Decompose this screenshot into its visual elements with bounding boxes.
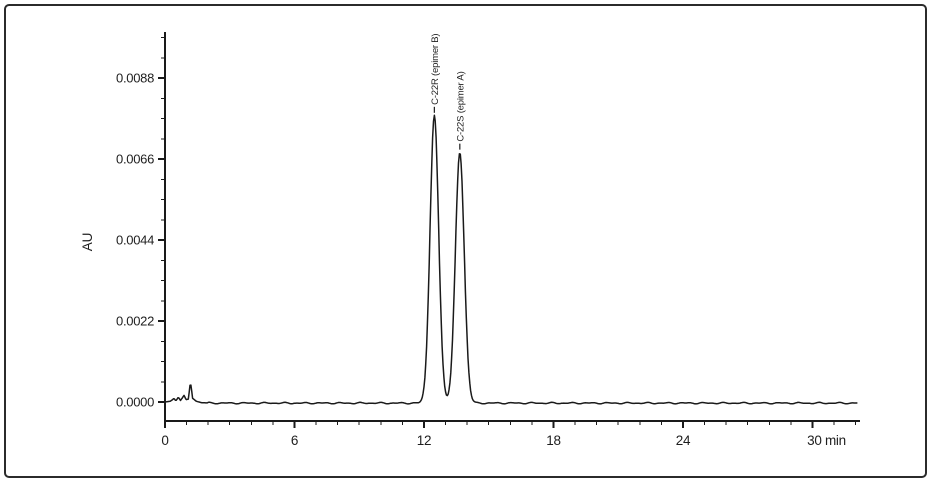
y-tick-label: 0.0088	[116, 71, 154, 86]
peak-label: C-22R (epimer B)	[430, 34, 441, 105]
y-tick-label: 0.0066	[116, 152, 154, 167]
x-tick-label: 24	[676, 433, 691, 448]
figure-frame	[4, 4, 927, 478]
trace-path	[164, 114, 858, 405]
x-tick-label: 6	[291, 433, 298, 448]
peak-labels: C-22R (epimer B) C-22S (epimer A)	[430, 34, 466, 150]
x-tick-label: 0	[161, 433, 168, 448]
x-tick-label: 30 min	[807, 433, 846, 448]
y-axis-title: AU	[80, 233, 95, 251]
axes	[158, 32, 860, 428]
y-tick-label: 0.0044	[116, 233, 154, 248]
y-tick-label: 0.0000	[116, 395, 154, 410]
peak-label: C-22S (epimer A)	[455, 71, 466, 141]
x-tick-label: 18	[546, 433, 560, 448]
chromatogram-trace	[164, 114, 858, 405]
x-tick-label: 12	[417, 433, 431, 448]
axis-tick-labels: 0.0000 0.0022 0.0044 0.0066 0.0088 0 6 12 18 24 30…	[116, 71, 846, 448]
y-tick-label: 0.0022	[116, 314, 154, 329]
